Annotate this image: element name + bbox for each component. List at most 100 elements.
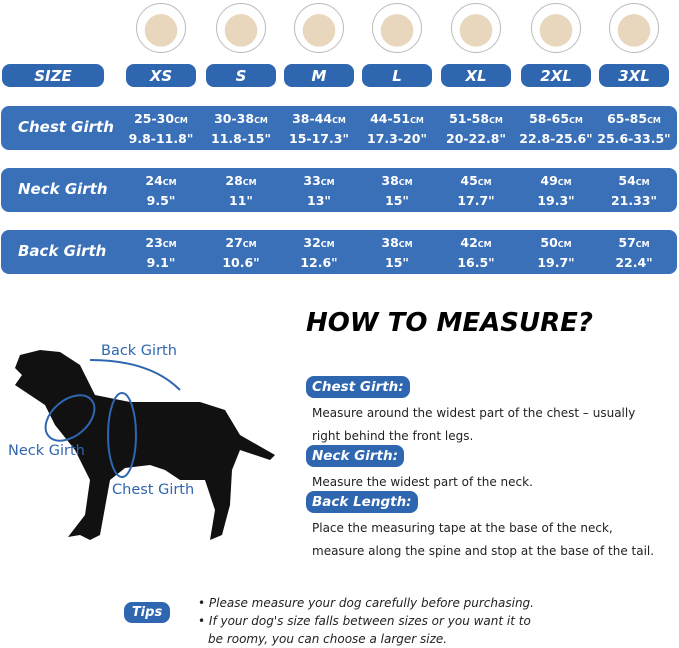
back-label: Back Girth (101, 343, 177, 359)
size-header: SIZE (2, 64, 104, 87)
size-cell: 30-38CM 11.8-15" (201, 110, 281, 148)
dog-silhouette (15, 350, 275, 540)
cm-number: 50 (540, 235, 558, 250)
tips-label: Tips (124, 602, 170, 623)
size-cell: 25-30CM 9.8-11.8" (121, 110, 201, 148)
cm-value: 38-44CM (279, 110, 359, 130)
cm-number: 27 (225, 235, 243, 250)
cm-unit: CM (174, 116, 188, 125)
dog-photo (451, 3, 501, 53)
size-cell: 57CM 22.4" (594, 234, 674, 272)
size-cell: 49CM 19.3" (516, 172, 596, 210)
cm-value: 30-38CM (201, 110, 281, 130)
back-line (89, 359, 181, 391)
size-cell: 38CM 15" (357, 172, 437, 210)
cm-value: 32CM (279, 234, 359, 254)
size-cell: 58-65CM 22.8-25.6" (516, 110, 596, 148)
cm-unit: CM (477, 178, 492, 187)
tip-text: If your dog's size falls between sizes o… (208, 614, 531, 646)
cm-number: 24 (145, 173, 163, 188)
cm-number: 51-58 (449, 111, 490, 126)
inch-value: 19.3" (537, 193, 575, 208)
cm-unit: CM (320, 178, 335, 187)
cm-unit: CM (320, 240, 335, 249)
inch-value: 25.6-33.5" (597, 131, 671, 146)
size-cell: 54CM 21.33" (594, 172, 674, 210)
cm-unit: CM (647, 116, 661, 125)
cm-unit: CM (477, 240, 492, 249)
tip-text: Please measure your dog carefully before… (208, 596, 534, 610)
cm-unit: CM (557, 240, 572, 249)
size-cell: 50CM 19.7" (516, 234, 596, 272)
cm-value: 44-51CM (357, 110, 437, 130)
cm-number: 44-51 (370, 111, 411, 126)
dog-photo (136, 3, 186, 53)
measure-text: Place the measuring tape at the base of … (312, 521, 655, 558)
dog-photo (531, 3, 581, 53)
cm-value: 51-58CM (436, 110, 516, 130)
cm-unit: CM (489, 116, 503, 125)
dog-photo (216, 3, 266, 53)
cm-unit: CM (557, 178, 572, 187)
dog-photo (609, 3, 659, 53)
cm-number: 28 (225, 173, 243, 188)
inch-value: 11.8-15" (211, 131, 271, 146)
cm-value: 57CM (594, 234, 674, 254)
size-label: L (362, 64, 432, 87)
inch-value: 9.8-11.8" (128, 131, 194, 146)
inch-value: 21.33" (610, 193, 658, 208)
cm-value: 28CM (201, 172, 281, 192)
cm-number: 38 (381, 173, 399, 188)
inch-value: 19.7" (537, 255, 575, 270)
cm-unit: CM (569, 116, 583, 125)
size-label: M (284, 64, 354, 87)
size-cell: 51-58CM 20-22.8" (436, 110, 516, 148)
cm-value: 27CM (201, 234, 281, 254)
dog-diagram (15, 350, 275, 540)
cm-unit: CM (162, 240, 177, 249)
cm-value: 54CM (594, 172, 674, 192)
size-cell: 45CM 17.7" (436, 172, 516, 210)
inch-value: 22.8-25.6" (519, 131, 593, 146)
cm-number: 45 (460, 173, 478, 188)
size-cell: 38CM 15" (357, 234, 437, 272)
measure-label: Neck Girth: (306, 445, 404, 467)
size-cell: 33CM 13" (279, 172, 359, 210)
cm-unit: CM (332, 116, 346, 125)
inch-value: 15" (385, 193, 409, 208)
cm-value: 24CM (121, 172, 201, 192)
cm-unit: CM (254, 116, 268, 125)
cm-number: 30-38 (214, 111, 255, 126)
cm-value: 23CM (121, 234, 201, 254)
size-cell: 32CM 12.6" (279, 234, 359, 272)
inch-value: 12.6" (300, 255, 338, 270)
row-band (1, 168, 677, 212)
cm-unit: CM (635, 178, 650, 187)
cm-number: 38 (381, 235, 399, 250)
row-label: Back Girth (18, 242, 107, 260)
inch-value: 10.6" (222, 255, 260, 270)
size-label: 2XL (521, 64, 591, 87)
inch-value: 17.7" (457, 193, 495, 208)
cm-value: 58-65CM (516, 110, 596, 130)
cm-number: 49 (540, 173, 558, 188)
cm-value: 65-85CM (594, 110, 674, 130)
size-cell: 38-44CM 15-17.3" (279, 110, 359, 148)
size-label: 3XL (599, 64, 669, 87)
cm-number: 65-85 (607, 111, 648, 126)
row-band (1, 230, 677, 274)
size-cell: 44-51CM 17.3-20" (357, 110, 437, 148)
size-cell: 42CM 16.5" (436, 234, 516, 272)
size-cell: 24CM 9.5" (121, 172, 201, 210)
measure-text: Measure the widest part of the neck. (312, 475, 533, 489)
inch-value: 11" (229, 193, 253, 208)
size-cell: 28CM 11" (201, 172, 281, 210)
inch-value: 15" (385, 255, 409, 270)
inch-value: 22.4" (615, 255, 653, 270)
tip-item: • If your dog's size falls between sizes… (198, 614, 531, 646)
cm-unit: CM (410, 116, 424, 125)
cm-value: 45CM (436, 172, 516, 192)
measure-label: Back Length: (306, 491, 418, 513)
chest-label: Chest Girth (112, 482, 195, 498)
